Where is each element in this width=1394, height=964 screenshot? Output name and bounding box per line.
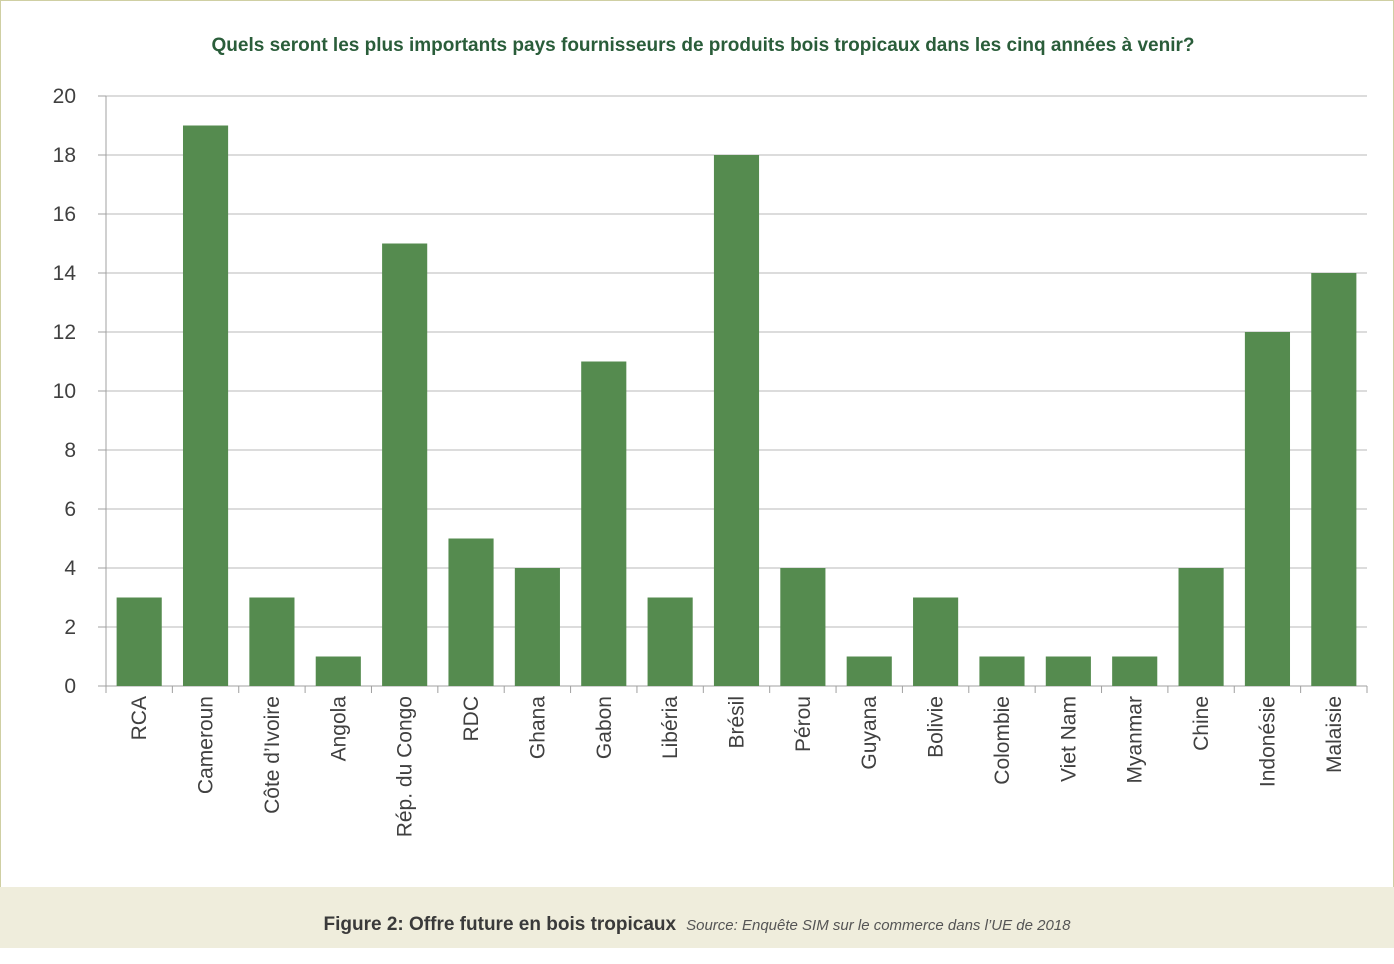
- y-tick-label: 20: [53, 85, 76, 108]
- x-tick-label: Brésil: [726, 696, 749, 749]
- bar-chart: 0 2 4 6 8 10 12 14 16 18 20 RCA Cameroun Côte d’Ivoir…: [53, 85, 1368, 837]
- figure-caption-title: Figure 2: Offre future en bois tropicaux: [323, 914, 677, 935]
- x-tick-label: Viet Nam: [1057, 696, 1080, 782]
- figure-caption: Figure 2: Offre future en bois tropicaux…: [0, 887, 1394, 948]
- bar: [315, 656, 361, 686]
- x-tick-label: Gabon: [593, 696, 616, 759]
- y-tick-label: 2: [64, 616, 76, 639]
- y-tick-label: 4: [64, 557, 76, 580]
- x-tick-label: Côte d’Ivoire: [261, 696, 284, 814]
- bar: [713, 155, 760, 686]
- bar: [647, 597, 693, 686]
- bar: [1244, 332, 1291, 686]
- x-tick-label: Rép. du Congo: [394, 696, 417, 837]
- x-tick-label: Bolivie: [925, 696, 948, 758]
- x-tick-label: Angola: [327, 696, 350, 762]
- y-tick-label: 0: [64, 675, 76, 698]
- bar: [979, 656, 1025, 686]
- bar: [1112, 656, 1158, 686]
- figure-caption-source: Source: Enquête SIM sur le commerce dans…: [686, 917, 1071, 934]
- bar: [1045, 656, 1091, 686]
- bar: [780, 568, 826, 686]
- y-tick-label: 10: [53, 380, 76, 403]
- chart-title: Quels seront les plus importants pays fo…: [211, 35, 1195, 56]
- bar: [581, 361, 627, 686]
- bar: [913, 597, 959, 686]
- x-tick-label: Libéria: [659, 696, 682, 759]
- y-tick-label: 14: [53, 262, 77, 285]
- y-tick-label: 16: [53, 203, 76, 226]
- bar: [116, 597, 162, 686]
- bar: [1178, 568, 1224, 686]
- bar: [846, 656, 892, 686]
- x-tick-label: Colombie: [991, 696, 1014, 785]
- bar: [182, 125, 229, 686]
- bar: [1311, 273, 1357, 686]
- y-tick-label: 8: [64, 439, 76, 462]
- y-tick-label: 6: [64, 498, 76, 521]
- x-tick-label: Cameroun: [195, 696, 218, 794]
- y-tick-label: 12: [53, 321, 76, 344]
- x-tick-label: Guyana: [858, 696, 881, 770]
- y-tick-label: 18: [53, 144, 76, 167]
- bar: [382, 243, 428, 686]
- x-tick-label: Chine: [1190, 696, 1213, 751]
- x-tick-label: Pérou: [792, 696, 815, 752]
- x-tick-label: Malaisie: [1323, 696, 1346, 773]
- x-tick-label: Indonésie: [1256, 696, 1279, 787]
- x-tick-label: Myanmar: [1124, 696, 1147, 784]
- x-tick-label: Ghana: [526, 696, 549, 759]
- bar: [448, 538, 494, 686]
- x-tick-label: RDC: [460, 696, 483, 742]
- bar: [249, 597, 295, 686]
- bar: [514, 568, 560, 686]
- x-tick-label: RCA: [128, 696, 151, 740]
